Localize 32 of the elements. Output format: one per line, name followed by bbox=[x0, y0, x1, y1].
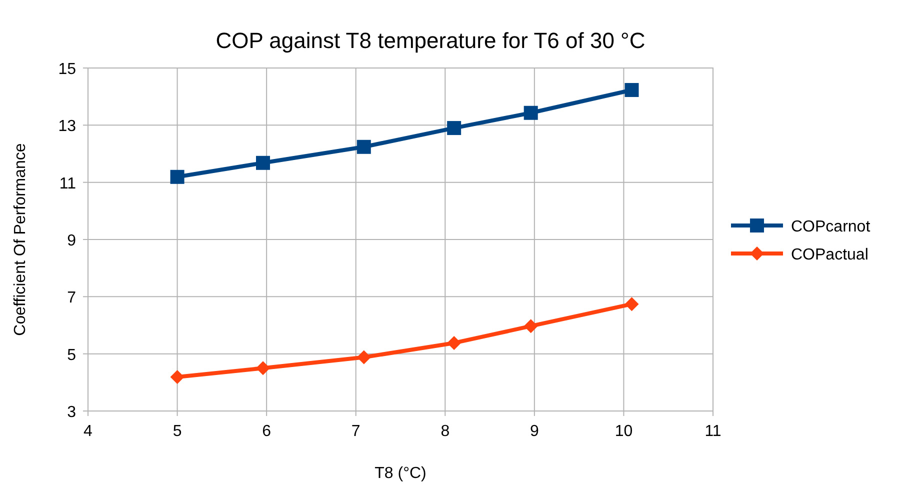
point bbox=[447, 121, 462, 136]
y-axis-title: Coefficient Of Performance bbox=[12, 143, 29, 336]
x-tick-label: 9 bbox=[530, 423, 539, 440]
point bbox=[256, 156, 270, 170]
y-tick-label: 13 bbox=[58, 118, 76, 136]
point bbox=[356, 350, 371, 364]
chart-title: COP against T8 temperature for T6 of 30 °C bbox=[216, 28, 646, 53]
point bbox=[524, 319, 538, 334]
point bbox=[624, 83, 639, 98]
y-tick-label: 9 bbox=[67, 232, 76, 250]
legend-label: COPcarnot bbox=[791, 218, 871, 236]
y-tick-label: 3 bbox=[67, 404, 76, 421]
point bbox=[170, 370, 184, 384]
x-tick-label: 4 bbox=[84, 423, 93, 440]
point bbox=[356, 140, 371, 154]
x-tick-label: 10 bbox=[614, 423, 633, 440]
y-tick-label: 5 bbox=[67, 346, 76, 364]
y-tick-label: 7 bbox=[67, 290, 76, 307]
point bbox=[447, 336, 462, 350]
legend-label: COPactual bbox=[791, 246, 868, 264]
y-tick-label: 15 bbox=[58, 61, 76, 78]
x-tick-label: 11 bbox=[704, 423, 722, 440]
point bbox=[170, 170, 184, 184]
x-axis-title: T8 (°C) bbox=[374, 465, 426, 482]
point bbox=[524, 106, 538, 120]
point bbox=[256, 361, 270, 376]
x-tick-label: 7 bbox=[351, 423, 360, 440]
point bbox=[624, 297, 639, 312]
x-tick-label: 5 bbox=[172, 423, 182, 440]
x-tick-label: 6 bbox=[262, 423, 272, 440]
x-tick-label: 8 bbox=[440, 423, 450, 440]
y-tick-label: 11 bbox=[59, 175, 76, 192]
